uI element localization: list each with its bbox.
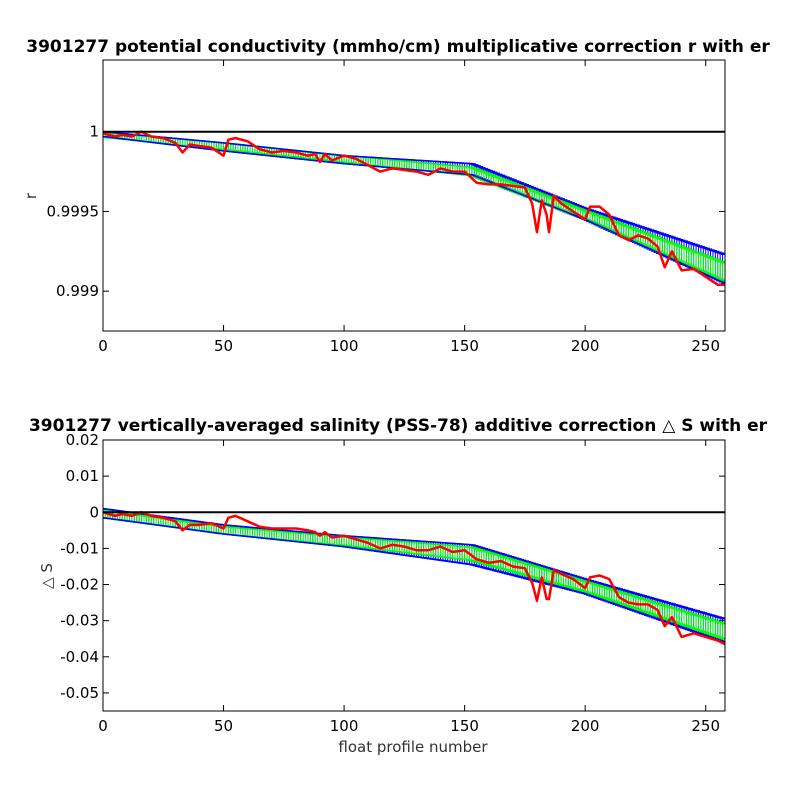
x-tick-label: 50 (214, 337, 233, 355)
data-line (103, 511, 725, 646)
plot-area (102, 59, 726, 332)
y-tick-label: -0.05 (60, 684, 99, 702)
y-ticks: 0.999 0.9995 1 (47, 123, 725, 300)
y-tick-label: 0.02 (66, 431, 99, 449)
y-axis-label: △ S (38, 563, 56, 589)
x-tick-label: 0 (98, 717, 108, 735)
fit-envelope-line (103, 516, 725, 644)
error-bars (103, 131, 725, 284)
x-tick-label: 100 (330, 337, 359, 355)
conductivity-correction-panel: 3901277 potential conductivity (mmho/cm)… (22, 37, 770, 355)
x-tick-label: 0 (98, 337, 108, 355)
y-tick-label: 0.999 (56, 282, 99, 300)
y-tick-label: -0.04 (60, 648, 99, 666)
x-tick-label: 250 (691, 337, 720, 355)
plot-marks (103, 507, 725, 646)
x-tick-label: 200 (571, 717, 600, 735)
error-bars (103, 508, 725, 643)
y-tick-label: -0.02 (60, 576, 99, 594)
fit-envelope-line (103, 135, 725, 284)
x-tick-label: 250 (691, 717, 720, 735)
x-tick-label: 50 (214, 717, 233, 735)
x-tick-label: 200 (571, 337, 600, 355)
plot-marks (103, 130, 725, 287)
y-tick-label: 0 (89, 503, 99, 521)
chart-title: 3901277 potential conductivity (mmho/cm)… (26, 37, 770, 57)
x-tick-label: 150 (450, 337, 479, 355)
y-tick-label: -0.01 (60, 539, 99, 557)
x-tick-label: 150 (450, 717, 479, 735)
chart-title: 3901277 vertically-averaged salinity (PS… (29, 416, 768, 436)
axes-box (102, 59, 726, 332)
y-tick-label: 0.9995 (47, 202, 100, 220)
y-tick-label: -0.03 (60, 612, 99, 630)
x-ticks: 0 50 100 150 200 250 (98, 60, 720, 355)
y-tick-label: 0.01 (66, 467, 99, 485)
salinity-correction-panel: 3901277 vertically-averaged salinity (PS… (29, 416, 768, 756)
fit-band (103, 132, 725, 282)
axes-box (102, 439, 726, 712)
fit-envelope-line (103, 507, 725, 620)
y-axis-label: r (22, 192, 40, 199)
plot-area (102, 439, 726, 712)
y-tick-label: 1 (89, 123, 99, 141)
x-axis-label: float profile number (338, 738, 488, 756)
fit-envelope-line (103, 130, 725, 256)
x-tick-label: 100 (330, 717, 359, 735)
y-ticks: 0.02 0.01 0 -0.01 -0.02 -0.03 -0.04 -0.05 (60, 431, 725, 702)
data-line (103, 130, 725, 287)
x-ticks: 0 50 100 150 200 250 (98, 440, 720, 735)
